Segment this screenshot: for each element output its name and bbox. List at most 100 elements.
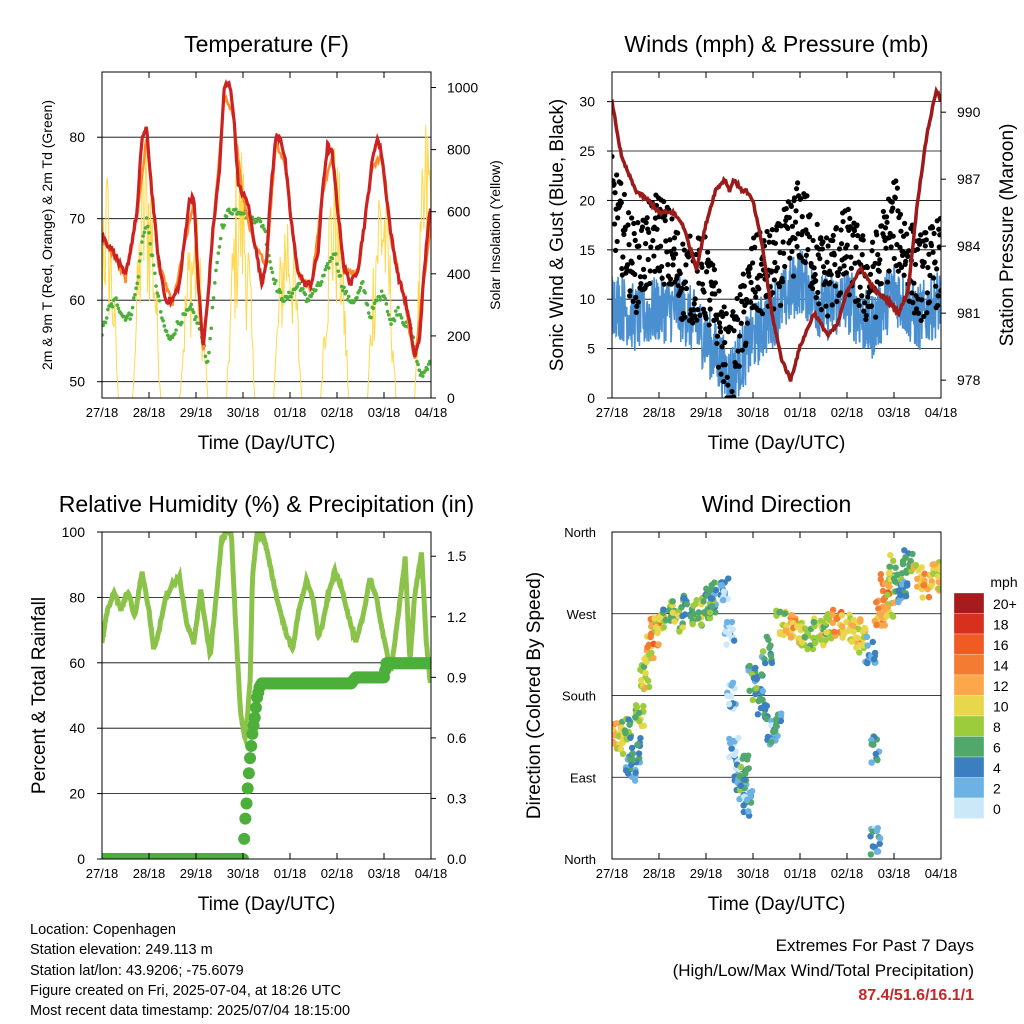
dewpoint-point: [385, 309, 390, 314]
gust-point: [880, 208, 887, 215]
direction-point: [645, 683, 653, 691]
direction-point: [707, 586, 714, 593]
direction-point: [804, 645, 811, 653]
station-latlon: Station lat/lon: 43.9206; -75.6079: [30, 962, 244, 979]
y-right-tick-label: 1.5: [447, 548, 467, 564]
direction-point: [617, 745, 624, 752]
gust-point: [691, 301, 697, 307]
gust-point: [618, 180, 624, 186]
gust-point: [860, 233, 866, 239]
plot-area: [612, 85, 941, 398]
dewpoint-point: [398, 313, 403, 317]
gust-point: [699, 281, 706, 287]
gust-point: [661, 281, 667, 287]
direction-point: [755, 697, 762, 705]
x-tick-label: 04/18: [415, 866, 448, 881]
gust-point: [930, 275, 937, 281]
dewpoint-point: [322, 273, 326, 278]
direction-point: [838, 623, 846, 630]
rainfall-point: [245, 739, 258, 752]
gust-point: [692, 296, 698, 302]
direction-point: [877, 571, 885, 578]
gust-point: [719, 344, 725, 350]
gust-point: [891, 255, 897, 262]
dewpoint-point: [328, 259, 332, 264]
solar-trace: [102, 177, 120, 398]
gust-point: [805, 246, 811, 253]
gust-point: [662, 218, 668, 224]
direction-point: [869, 638, 876, 646]
dewpoint-point: [389, 322, 393, 326]
gust-point: [747, 299, 754, 305]
dewpoint-point: [211, 296, 216, 300]
gust-point: [632, 271, 638, 278]
gust-point: [697, 312, 703, 318]
direction-point: [695, 615, 702, 622]
gust-point: [753, 294, 759, 300]
plot-area: [612, 547, 949, 858]
dewpoint-point: [141, 234, 145, 238]
gust-point: [894, 185, 900, 191]
station-info: Location: Copenhagen Station elevation: …: [30, 920, 350, 1021]
gust-point: [722, 339, 728, 346]
gust-point: [647, 268, 653, 274]
direction-point: [743, 796, 751, 804]
y-right-tick-label: 981: [957, 305, 981, 321]
gust-point: [663, 238, 669, 244]
gust-point: [718, 371, 724, 377]
gust-point: [706, 322, 712, 328]
gust-point: [615, 215, 621, 221]
dewpoint-point: [135, 281, 140, 286]
gust-point: [841, 263, 847, 269]
speed-legend-label: 10: [993, 699, 1009, 715]
dewpoint-point: [379, 289, 384, 293]
direction-point: [843, 618, 850, 626]
gust-point: [795, 180, 801, 186]
dewpoint-point: [399, 316, 404, 320]
direction-point: [881, 622, 888, 629]
gust-point: [838, 227, 844, 233]
gust-point: [764, 228, 770, 235]
dewpoint-point: [213, 281, 217, 285]
direction-point: [897, 591, 904, 599]
x-tick-label: 01/18: [274, 405, 307, 420]
gust-point: [934, 266, 940, 272]
dewpoint-point: [180, 320, 184, 325]
gust-point: [837, 290, 844, 296]
x-tick-label: 02/18: [831, 405, 864, 420]
dewpoint-point: [346, 294, 351, 299]
gust-point: [851, 228, 858, 234]
gust-point: [699, 264, 705, 270]
direction-point: [712, 609, 719, 616]
dewpoint-point: [129, 313, 134, 317]
dewpoint-point: [396, 305, 400, 310]
gust-point: [626, 293, 633, 299]
gust-point: [848, 254, 854, 260]
rainfall-point: [238, 832, 251, 845]
direction-point: [772, 716, 780, 723]
y-axis-right: 978 981 984 987 990: [941, 104, 981, 388]
gust-point: [730, 309, 736, 315]
y-right-tick-label: 0: [447, 390, 455, 406]
gust-point: [823, 303, 829, 309]
gust-point: [774, 265, 781, 271]
dewpoint-point: [191, 310, 196, 315]
y-tick-label: 30: [579, 94, 595, 110]
direction-point: [728, 693, 735, 700]
station-location: Location: Copenhagen: [30, 922, 176, 938]
series-total-rainfall: [102, 657, 431, 859]
gust-point: [619, 265, 625, 272]
gust-point: [893, 178, 899, 184]
gust-point: [935, 293, 941, 299]
dewpoint-point: [338, 273, 343, 278]
speed-legend-label: 6: [993, 740, 1001, 756]
direction-point: [943, 565, 949, 571]
dewpoint-point: [335, 262, 339, 266]
plot-frame: [611, 531, 942, 860]
dewpoint-point: [303, 292, 308, 297]
gust-point: [712, 280, 719, 286]
y-tick-label: 60: [69, 292, 85, 308]
dewpoint-point: [255, 219, 259, 223]
direction-point: [876, 840, 883, 848]
gust-point: [818, 235, 824, 241]
